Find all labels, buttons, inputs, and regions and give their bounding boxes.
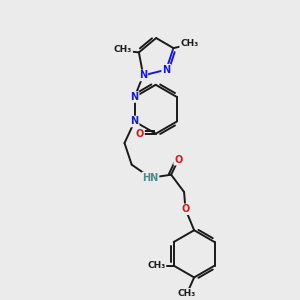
Text: HN: HN bbox=[142, 172, 158, 183]
Text: N: N bbox=[139, 70, 147, 80]
Text: N: N bbox=[130, 92, 139, 102]
Text: CH₃: CH₃ bbox=[178, 289, 196, 298]
Text: CH₃: CH₃ bbox=[114, 45, 132, 54]
Text: O: O bbox=[136, 129, 144, 139]
Text: O: O bbox=[182, 204, 190, 214]
Text: CH₃: CH₃ bbox=[147, 261, 166, 270]
Text: O: O bbox=[174, 155, 182, 165]
Text: N: N bbox=[130, 116, 139, 127]
Text: CH₃: CH₃ bbox=[180, 39, 198, 48]
Text: N: N bbox=[162, 65, 170, 75]
